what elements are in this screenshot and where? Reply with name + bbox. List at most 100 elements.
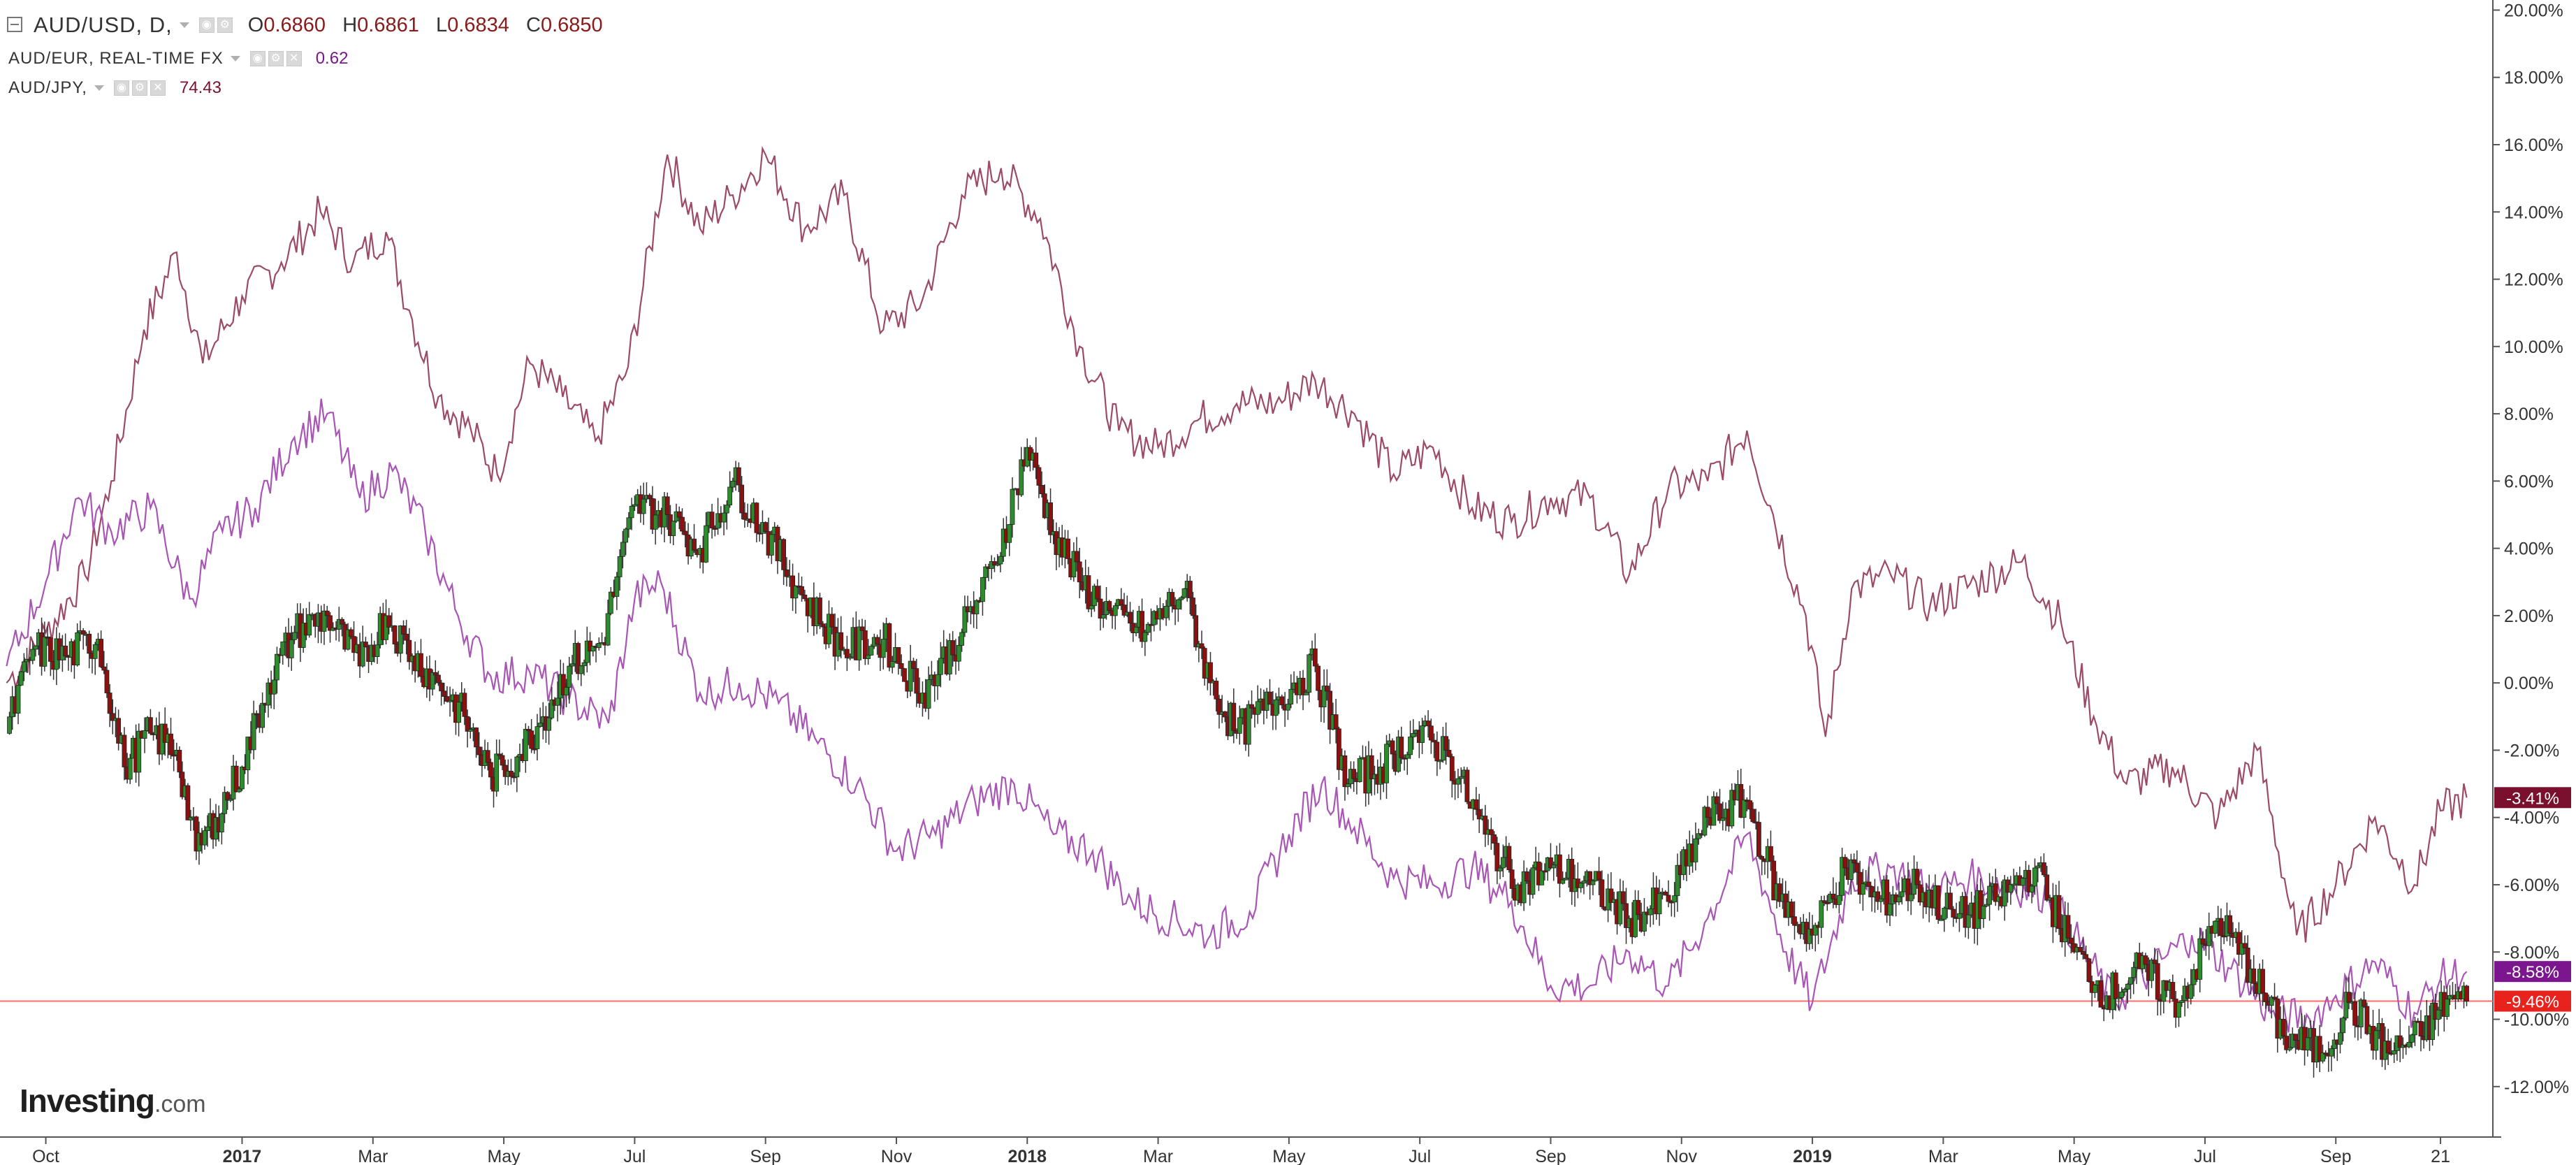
candle-body xyxy=(1599,879,1605,907)
candle-body xyxy=(1443,736,1449,751)
candle-body xyxy=(92,644,98,659)
candle-body xyxy=(1065,538,1070,559)
candle-body xyxy=(1525,871,1529,882)
candle-body xyxy=(474,728,479,748)
candle-body xyxy=(623,528,629,543)
close-label: C xyxy=(526,13,541,36)
candle-body xyxy=(992,561,997,566)
x-tick-label: Jul xyxy=(623,1147,646,1165)
gear-icon[interactable]: ⚙ xyxy=(217,17,233,33)
candle-body xyxy=(1098,598,1103,618)
candle-body xyxy=(608,591,613,614)
legend-row-aud-eur[interactable]: AUD/EUR, REAL-TIME FX ◉ ⚙ ✕ 0.62 xyxy=(8,49,348,68)
candle-body xyxy=(384,615,388,640)
candle-body xyxy=(1984,904,1989,906)
candle-body xyxy=(2239,943,2245,955)
eye-icon[interactable]: ◉ xyxy=(113,80,129,96)
candle-body xyxy=(1509,869,1515,889)
candle-body xyxy=(21,661,27,672)
close-icon[interactable]: ✕ xyxy=(150,80,166,96)
candle-body xyxy=(80,630,86,635)
gear-icon[interactable]: ⚙ xyxy=(268,51,284,66)
legend-row-aud-jpy[interactable]: AUD/JPY, ◉ ⚙ ✕ 74.43 xyxy=(8,78,221,98)
candle-body xyxy=(2287,1047,2292,1050)
close-value: 0.6850 xyxy=(540,13,603,36)
candle-body xyxy=(935,674,940,686)
candle-body xyxy=(168,733,173,755)
candle-body xyxy=(2081,950,2086,955)
last-value-text: -3.41% xyxy=(2506,789,2559,808)
series-layer xyxy=(6,145,2469,1078)
candle-body xyxy=(1717,803,1722,821)
candle-body xyxy=(2068,937,2074,944)
candle-body xyxy=(1957,913,1962,919)
candle-body xyxy=(2373,1030,2379,1051)
x-tick-label: Sep xyxy=(1535,1147,1566,1165)
candle-body xyxy=(171,754,177,757)
eye-icon[interactable]: ◉ xyxy=(249,51,265,66)
candle-body xyxy=(462,693,467,717)
candle-body xyxy=(116,718,122,744)
chevron-down-icon[interactable] xyxy=(230,56,240,61)
candle-body xyxy=(1866,881,1872,887)
candle-body xyxy=(1112,605,1118,616)
x-tick-label: Nov xyxy=(881,1147,912,1165)
candle-body xyxy=(127,758,133,780)
candle-body xyxy=(1587,871,1593,885)
candle-body xyxy=(2430,1002,2436,1040)
candle-body xyxy=(1506,846,1512,871)
candle-body xyxy=(739,484,745,514)
candle-body xyxy=(2397,1035,2403,1048)
candle-body xyxy=(1312,648,1318,667)
candle-body xyxy=(2212,920,2218,934)
candle-body xyxy=(177,750,182,773)
candle-body xyxy=(581,662,587,667)
candle-body xyxy=(348,629,354,637)
candle-body xyxy=(42,636,48,667)
candle-body xyxy=(1951,909,1956,918)
candle-body xyxy=(902,668,907,682)
x-tick-label: Mar xyxy=(358,1147,388,1165)
candle-body xyxy=(730,480,736,488)
candle-body xyxy=(1497,867,1503,871)
candle-body xyxy=(1455,778,1461,785)
candle-body xyxy=(439,682,444,692)
main-symbol: AUD/USD, D, xyxy=(34,13,173,37)
x-tick-label: May xyxy=(1272,1147,1306,1165)
candle-body xyxy=(1246,704,1251,745)
close-icon[interactable]: ✕ xyxy=(286,51,302,66)
candle-body xyxy=(1539,870,1545,885)
eye-icon[interactable]: ◉ xyxy=(198,17,214,33)
candle-body xyxy=(456,702,461,723)
candle-body xyxy=(1145,623,1151,633)
candle-body xyxy=(1048,502,1053,535)
candle-body xyxy=(1255,701,1260,715)
candle-body xyxy=(2409,1034,2415,1043)
chevron-down-icon[interactable] xyxy=(179,22,189,28)
chevron-down-icon[interactable] xyxy=(94,85,104,91)
candle-body xyxy=(1842,857,1848,869)
candle-body xyxy=(676,511,682,518)
candle-body xyxy=(1488,829,1494,835)
candle-body xyxy=(514,756,520,778)
candle-body xyxy=(1007,524,1012,543)
gear-icon[interactable]: ⚙ xyxy=(131,80,147,96)
candle-body xyxy=(260,702,265,728)
candle-body xyxy=(1819,900,1824,928)
candle-body xyxy=(2086,958,2092,983)
candle-body xyxy=(1551,864,1557,869)
candle-body xyxy=(995,563,1000,566)
candle-body xyxy=(18,671,24,686)
collapse-toggle-icon[interactable] xyxy=(7,17,22,32)
candle-body xyxy=(2093,984,2097,993)
investing-logo[interactable]: Investing.com xyxy=(20,1082,206,1120)
candle-body xyxy=(914,668,919,694)
legend-row-main[interactable]: AUD/USD, D, ◉ ⚙ O0.6860 H0.6861 L0.6834 … xyxy=(34,13,603,38)
candle-body xyxy=(2352,1001,2358,1026)
candle-body xyxy=(1286,704,1290,711)
x-tick-label: 2017 xyxy=(223,1147,262,1165)
candle-body xyxy=(1119,599,1124,605)
candle-body xyxy=(307,614,312,636)
